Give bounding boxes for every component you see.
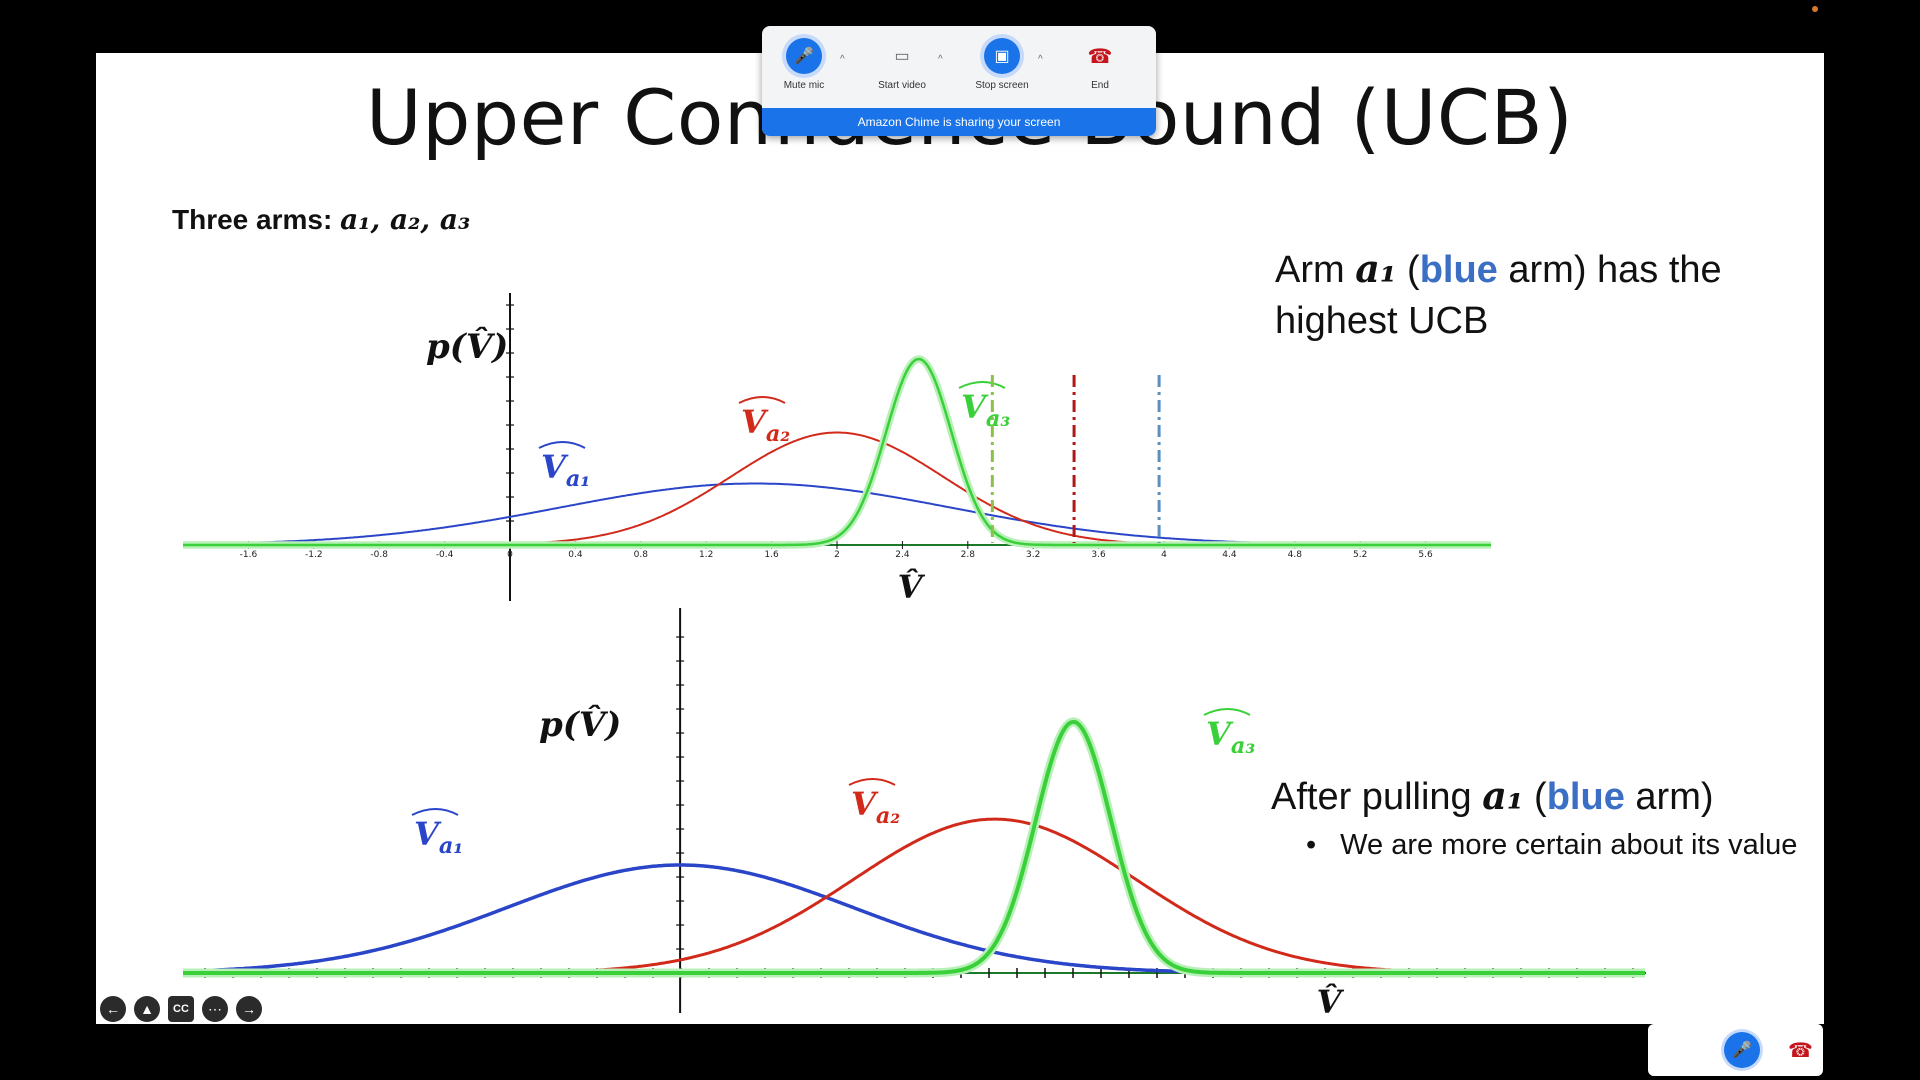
x-tick-label: 0.8 [634,550,649,560]
note-top-rest: arm) has the [1497,249,1722,291]
sharing-banner: Amazon Chime is sharing your screen [762,108,1156,136]
series-label-hat [1203,708,1251,716]
x-tick-label: 1.6 [764,550,779,560]
x-tick-label: 3.6 [1091,550,1106,560]
series-label-hat [538,441,586,449]
y-axis-label: p(V̂) [539,704,621,745]
note-bottom-paren: ( [1523,776,1547,818]
x-tick-label: -0.8 [370,550,388,560]
video-off-icon: ▭ [894,48,910,65]
x-tick-label: 2 [834,550,840,560]
x-axis-label: V̂ [898,568,926,606]
mic-options-chevron-icon[interactable]: ^ [840,54,845,65]
series-line [183,817,1645,975]
x-tick-label: -0.4 [436,550,454,560]
mini-meeting-controls: 🎤 ☎ [1648,1024,1823,1076]
captions-button[interactable]: CC [168,996,194,1022]
x-tick-label: -1.2 [305,550,323,560]
mini-microphone-icon[interactable]: 🎤 [1724,1032,1760,1068]
series-glow [180,717,1648,978]
series-label: Va₃ [1206,715,1255,759]
recording-indicator-icon [1812,6,1818,12]
chart-bottom: Va₁ Va₂ Va₃ p(V̂) V̂ [180,608,1648,1021]
hang-up-icon: ☎ [1087,45,1113,68]
series-line [182,863,1645,975]
chart-top: -1.6 -1.2 -0.8 -0.4 0 0.4 0.8 1.2 1.6 2 2.4 2.8 3.2 3… [181,293,1493,606]
x-tick-label: 4.8 [1288,550,1303,560]
series-label: Va₁ [414,815,463,859]
stop-screen-button[interactable]: ▣ Stop screen [962,38,1042,91]
slide-navigation: ← ▲ CC ⋯ → [100,996,262,1022]
end-button[interactable]: ☎ End [1060,38,1140,92]
more-options-button[interactable]: ⋯ [202,996,228,1022]
chime-toolbar: 🎤 Mute mic ^ ▭ Start video ^ ▣ Stop scre… [762,26,1156,136]
note-bottom-rest: arm) [1624,776,1714,818]
note-bullet: • We are more certain about its value [1306,829,1797,862]
note-bottom: After pulling a₁ (blue arm) [1271,773,1714,819]
mini-hang-up-icon[interactable]: ☎ [1788,1040,1813,1062]
screen-share-icon: ▣ [984,38,1020,74]
video-options-chevron-icon[interactable]: ^ [938,54,943,65]
start-video-label: Start video [878,80,926,91]
x-tick-label: 4 [1161,550,1167,560]
y-axis-label: p(V̂) [426,326,508,367]
x-tick-label: 2.4 [895,550,910,560]
x-tick-label: 4.4 [1222,550,1237,560]
x-tick-label: 1.2 [699,550,713,560]
arms-math: a₁, a₂, a₃ [340,203,471,236]
x-tick-label: 2.8 [961,550,976,560]
x-tick-label: 5.6 [1418,550,1433,560]
note-bottom-arm: a₁ [1482,773,1524,818]
note-top-line2: highest UCB [1275,300,1489,342]
x-tick-label: 3.2 [1026,550,1040,560]
next-slide-icon[interactable]: → [236,996,262,1022]
series-label: Va₂ [851,785,900,829]
series-label-hat [848,778,896,786]
x-tick-label: 0.4 [568,550,583,560]
stop-screen-label: Stop screen [975,80,1029,91]
microphone-icon: 🎤 [786,38,822,74]
mute-mic-button[interactable]: 🎤 Mute mic [764,38,844,91]
series-line [183,719,1645,975]
series-label-hat [738,396,786,404]
note-top-arm: a₁ [1355,246,1397,291]
note-top-prefix: Arm [1275,249,1356,291]
previous-slide-icon[interactable]: ← [100,996,126,1022]
x-tick-label: 5.2 [1353,550,1367,560]
series-label-hat [411,808,459,816]
series-line [183,357,1491,547]
series-label-hat [958,381,1006,389]
start-video-button[interactable]: ▭ Start video [862,38,942,91]
note-top-highlight: blue [1419,249,1498,291]
note-top-paren: ( [1396,249,1420,291]
arms-label-prefix: Three arms: [172,204,341,235]
x-tick-label: -1.6 [240,550,258,560]
note-bottom-prefix: After pulling [1271,776,1483,818]
end-label: End [1091,80,1109,91]
x-axis-label: V̂ [1317,983,1345,1021]
bullet-text: We are more certain about its value [1340,829,1798,861]
slide: Upper Confidence Bound (UCB) Three arms:… [96,53,1824,1024]
pointer-icon[interactable]: ▲ [134,996,160,1022]
screen-options-chevron-icon[interactable]: ^ [1038,54,1043,65]
note-bottom-highlight: blue [1546,776,1625,818]
note-top: Arm a₁ (blue arm) has the highest UCB [1275,243,1722,347]
arms-label: Three arms: a₁, a₂, a₃ [172,203,470,236]
mute-mic-label: Mute mic [783,80,825,91]
bullet-dot-icon: • [1306,829,1317,861]
x-tick-label: 0 [507,550,513,560]
